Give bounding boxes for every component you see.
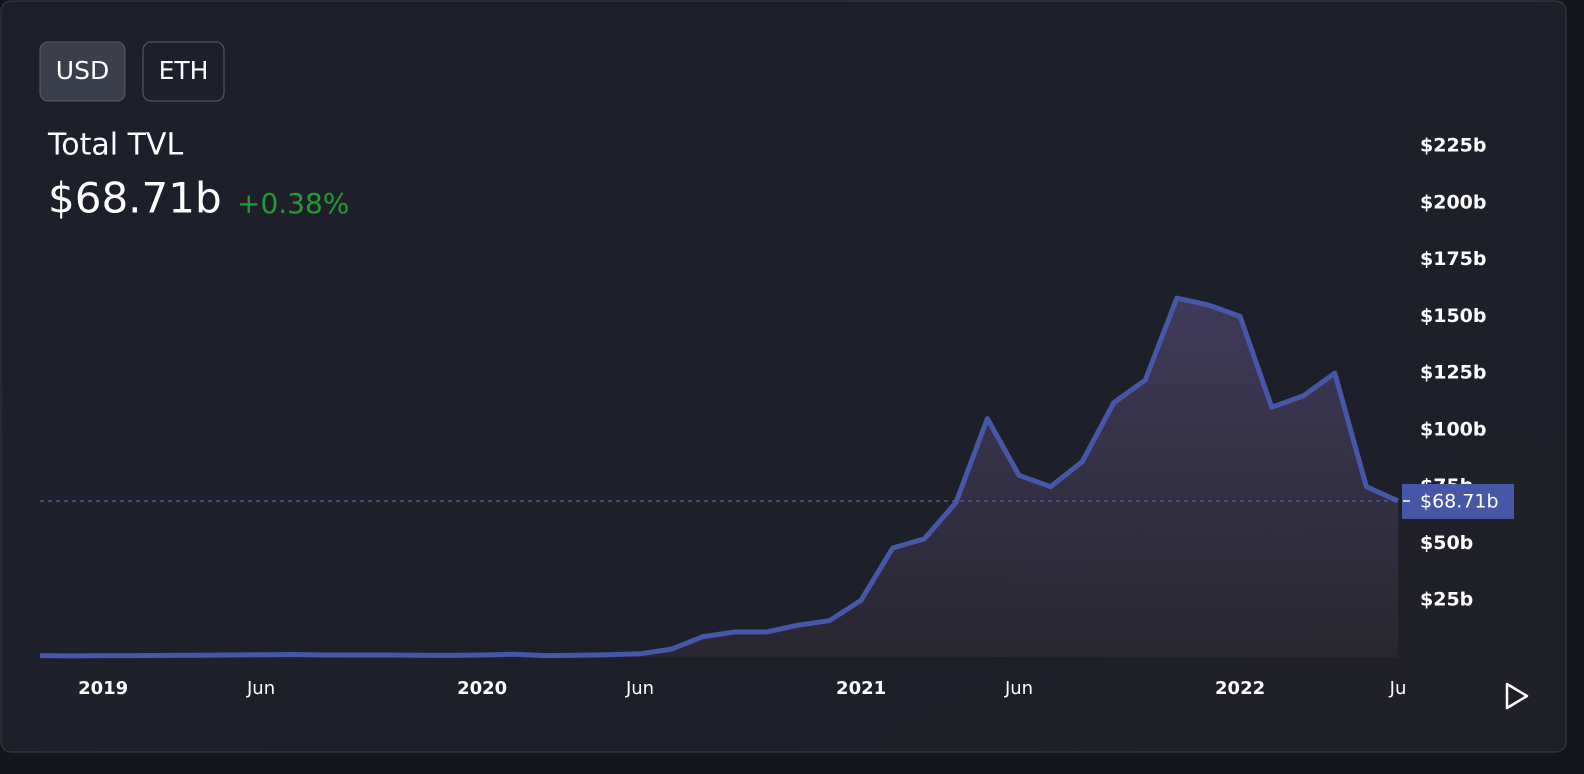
line-area (40, 298, 1398, 657)
x-tick-label: 2020 (457, 678, 507, 699)
y-tick-label: $175b (1420, 248, 1486, 270)
usd-button-label[interactable]: USD (56, 56, 109, 85)
y-tick-label: $200b (1420, 191, 1486, 213)
tvl-change: +0.38% (237, 187, 349, 220)
current-value-tag (1402, 483, 1514, 519)
y-tick-label: $25b (1420, 589, 1473, 611)
y-tick-label: $100b (1420, 418, 1486, 440)
eth-button-label[interactable]: ETH (159, 56, 209, 85)
x-tick-label: 2021 (836, 678, 886, 699)
eth-button[interactable] (142, 41, 225, 102)
tvl-value: $68.71b (48, 174, 222, 223)
title: Total TVL (47, 128, 183, 163)
usd-button[interactable] (39, 41, 126, 102)
current-value-label: $68.71b (1420, 490, 1499, 512)
y-tick-label: $125b (1420, 362, 1486, 384)
line (39, 295, 1400, 659)
x-tick-label: Ju (1389, 678, 1407, 699)
y-tick-label: $225b (1420, 135, 1486, 157)
x-tick-label: Jun (246, 678, 275, 699)
x-tick-label: 2019 (78, 678, 128, 699)
play-button[interactable] (1505, 682, 1529, 710)
x-tick-label: Jun (1004, 678, 1033, 699)
x-tick-label: Jun (625, 678, 654, 699)
x-tick-label: 2022 (1215, 678, 1265, 699)
y-tick-label: $150b (1420, 305, 1486, 327)
y-tick-label: $50b (1420, 532, 1473, 554)
